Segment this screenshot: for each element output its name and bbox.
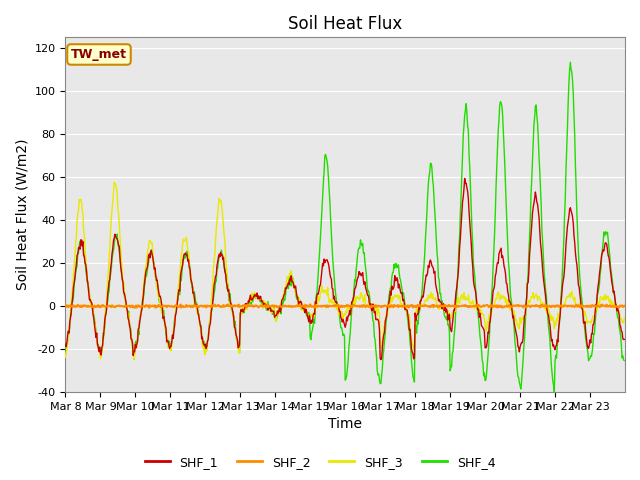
- X-axis label: Time: Time: [328, 418, 362, 432]
- Y-axis label: Soil Heat Flux (W/m2): Soil Heat Flux (W/m2): [15, 139, 29, 290]
- Legend: SHF_1, SHF_2, SHF_3, SHF_4: SHF_1, SHF_2, SHF_3, SHF_4: [140, 451, 500, 474]
- Text: TW_met: TW_met: [71, 48, 127, 61]
- Title: Soil Heat Flux: Soil Heat Flux: [288, 15, 403, 33]
